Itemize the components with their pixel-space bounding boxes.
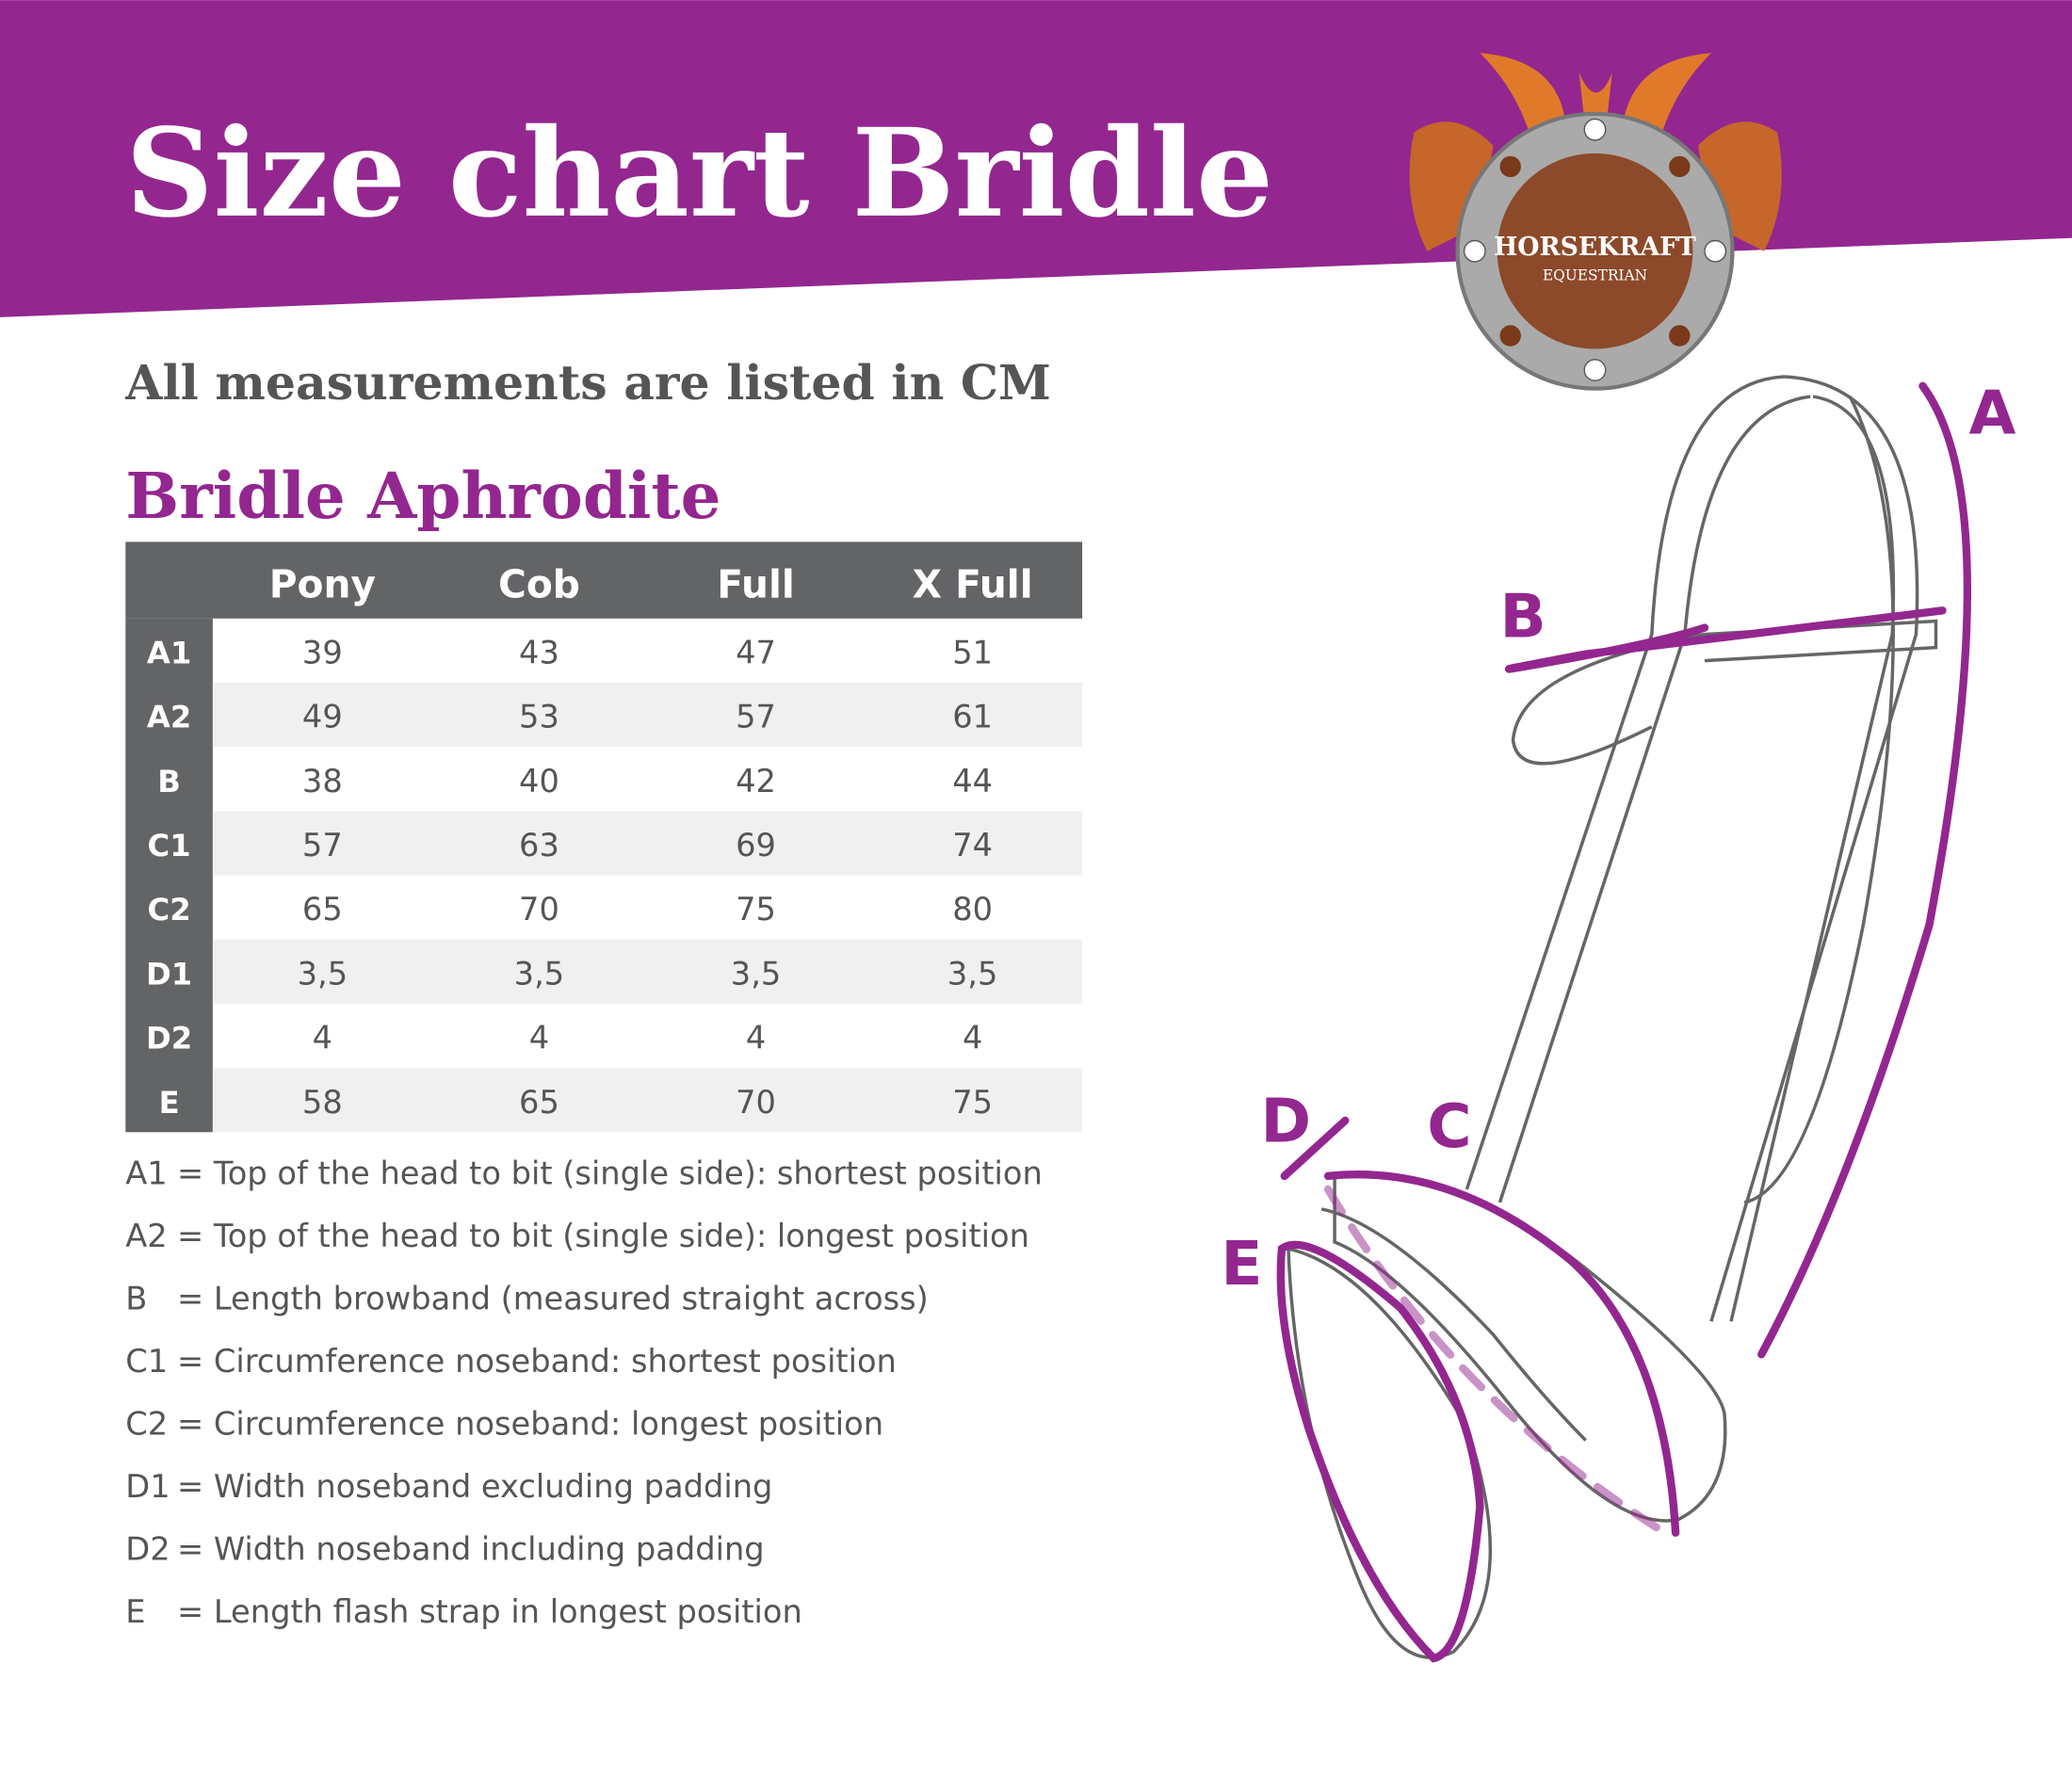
measure-label: A: [1969, 378, 2016, 448]
label-column: [125, 618, 213, 1133]
header-row: [125, 541, 1083, 619]
cell: 4: [313, 1020, 332, 1057]
cell: 53: [519, 699, 559, 735]
title: Size chart Bridle: [125, 103, 1273, 245]
cell: 38: [302, 763, 343, 799]
row-label: A2: [147, 700, 191, 735]
legend-text: = Top of the head to bit (single side): …: [177, 1218, 1029, 1254]
cell: 3,5: [298, 955, 348, 992]
cell: 65: [519, 1084, 559, 1121]
cell: 61: [952, 699, 993, 735]
legend-key: C1: [125, 1343, 168, 1380]
legend-key: D1: [125, 1468, 170, 1505]
cell: 69: [736, 827, 776, 864]
cell: 3,5: [731, 955, 782, 992]
column-header: Cob: [498, 561, 580, 606]
cell: 4: [963, 1020, 982, 1057]
row-band: [212, 811, 1083, 876]
legend-key: A1: [125, 1154, 167, 1191]
legend-text: = Width noseband including padding: [177, 1530, 765, 1567]
column-header: Full: [717, 561, 795, 606]
row-band: [212, 682, 1083, 748]
size-table: Pony Cob Full X Full A1 39 43 47 51 A2 49 53 57 61 B 38…: [125, 541, 1083, 1133]
legend-key: C2: [125, 1405, 168, 1442]
cell: 57: [302, 827, 343, 864]
row-label: E: [159, 1085, 180, 1121]
column-header: X Full: [913, 561, 1033, 606]
cell: 80: [952, 891, 993, 928]
row-label: C1: [148, 828, 191, 864]
row-label: C2: [148, 892, 191, 928]
row-label: B: [157, 764, 181, 799]
cell: 47: [736, 634, 776, 670]
legend-key: A2: [125, 1218, 167, 1254]
row-band: [212, 939, 1083, 1004]
cell: 75: [736, 891, 776, 928]
legend-text: = Length flash strap in longest position: [177, 1593, 802, 1630]
legend: A1 = Top of the head to bit (single side)…: [125, 1154, 1043, 1630]
cell: 63: [519, 827, 559, 864]
measure-label: C: [1427, 1091, 1471, 1162]
column-header: Pony: [269, 561, 376, 606]
cell: 42: [736, 763, 776, 799]
legend-key: E: [125, 1593, 145, 1630]
legend-text: = Length browband (measured straight acr…: [177, 1280, 929, 1316]
logo-name: HORSEKRAFT: [1494, 233, 1696, 262]
row-band: [212, 1068, 1083, 1133]
row-label: D1: [146, 956, 192, 992]
cell: 3,5: [947, 955, 998, 992]
legend-text: = Circumference noseband: shortest posit…: [177, 1343, 897, 1380]
logo-sub: EQUESTRIAN: [1543, 267, 1647, 284]
legend-text: = Circumference noseband: longest positi…: [177, 1405, 883, 1442]
cell: 51: [952, 634, 993, 670]
row-label: A1: [147, 635, 191, 670]
legend-text: = Top of the head to bit (single side): …: [177, 1154, 1043, 1191]
subtitle: All measurements are listed in CM: [124, 355, 1051, 411]
cell: 4: [746, 1020, 766, 1057]
bridle-drawing: [1287, 375, 1938, 1659]
cell: 3,5: [514, 955, 565, 992]
logo: HORSEKRAFT EQUESTRIAN: [1409, 53, 1782, 391]
cell: 44: [952, 763, 993, 799]
cell: 75: [952, 1084, 993, 1121]
measure-label: D: [1261, 1086, 1312, 1156]
row-label: D2: [146, 1021, 192, 1057]
cell: 39: [302, 634, 343, 670]
cell: 70: [736, 1084, 776, 1121]
legend-key: B: [125, 1280, 147, 1316]
cell: 40: [519, 763, 559, 799]
cell: 70: [519, 891, 559, 928]
measure-label: E: [1221, 1229, 1262, 1300]
cell: 49: [302, 699, 343, 735]
legend-text: = Width noseband excluding padding: [177, 1468, 772, 1505]
cell: 57: [736, 699, 776, 735]
legend-key: D2: [125, 1530, 170, 1567]
cell: 65: [302, 891, 343, 928]
cell: 43: [519, 634, 559, 670]
cell: 58: [302, 1084, 343, 1121]
product-title: Bridle Aphrodite: [125, 459, 720, 533]
logo-center: [1497, 153, 1693, 349]
cell: 4: [529, 1020, 549, 1057]
cell: 74: [952, 827, 993, 864]
measure-label: B: [1499, 581, 1546, 652]
diagram-labels: A B C D E: [1221, 378, 2015, 1300]
logo-flames: [1480, 53, 1711, 146]
measure-lines: [1276, 381, 1972, 1663]
